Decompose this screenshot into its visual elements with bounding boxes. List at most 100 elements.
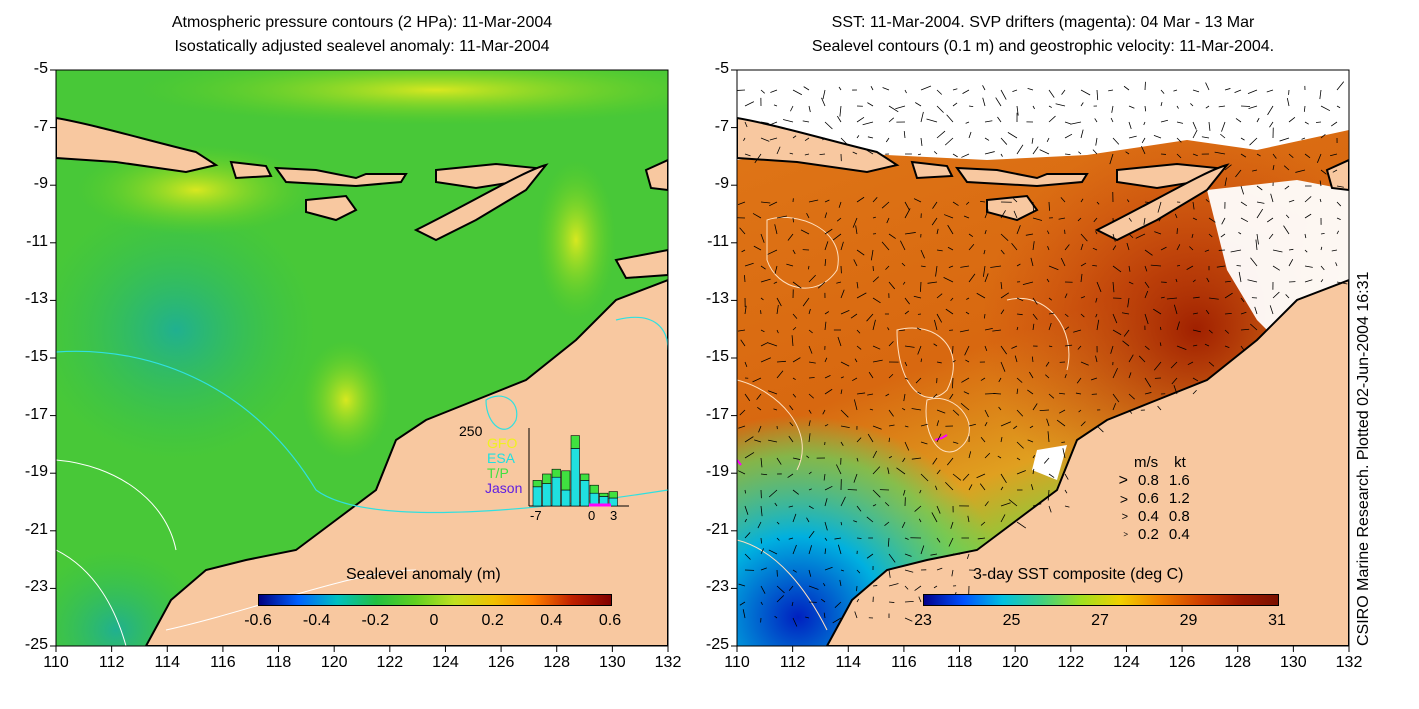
lat-label: -19 bbox=[24, 463, 48, 481]
satellite-count-bar bbox=[561, 470, 571, 491]
left-title-line2: Isostatically adjusted sealevel anomaly:… bbox=[174, 38, 550, 55]
velocity-vector bbox=[808, 377, 815, 379]
velocity-vector bbox=[1144, 201, 1150, 203]
lon-label: 118 bbox=[265, 654, 292, 671]
lat-label: -23 bbox=[24, 578, 48, 596]
sla-colorbar-title: Sealevel anomaly (m) bbox=[346, 566, 501, 583]
velocity-ms: 0.8 bbox=[1138, 472, 1159, 489]
satellite-count-bar bbox=[532, 486, 542, 507]
lat-label: -11 bbox=[707, 232, 729, 250]
lat-label: -9 bbox=[714, 175, 729, 193]
lat-label: -15 bbox=[705, 348, 729, 365]
velocity-kt: 1.6 bbox=[1168, 472, 1190, 489]
colorbar-tick-label: 0.2 bbox=[481, 612, 504, 629]
velocity-legend-row: >0.6 1.2 bbox=[1112, 490, 1190, 508]
lon-label: 126 bbox=[487, 654, 515, 671]
satellite-count-bar bbox=[551, 476, 561, 507]
lat-label: -13 bbox=[705, 290, 729, 308]
satellite-legend-label: ESA bbox=[487, 450, 516, 466]
colorbar-tick-label: -0.2 bbox=[361, 612, 390, 629]
velocity-ms: 0.2 bbox=[1138, 526, 1159, 543]
lat-label: -13 bbox=[24, 290, 48, 308]
velocity-vector bbox=[760, 537, 762, 544]
lat-label: -5 bbox=[33, 60, 48, 77]
velocity-ms: 0.4 bbox=[1138, 508, 1159, 525]
colorbar-tick-label: 0.4 bbox=[540, 612, 563, 629]
positive-anomaly-region bbox=[301, 340, 391, 460]
arrow-glyph-icon: > bbox=[1118, 472, 1128, 489]
velocity-unit-ms: m/s bbox=[1134, 454, 1159, 471]
lat-label: -9 bbox=[33, 175, 48, 193]
lat-label: -25 bbox=[705, 636, 729, 653]
right-title-line1: SST: 11-Mar-2004. SVP drifters (magenta)… bbox=[831, 14, 1255, 31]
lon-label: 128 bbox=[543, 654, 571, 671]
lon-label: 132 bbox=[1335, 654, 1363, 671]
lon-label: 124 bbox=[1113, 654, 1140, 671]
lon-label: 122 bbox=[376, 654, 404, 671]
satellite-x-tick: -7 bbox=[530, 508, 542, 523]
colorbar-tick-label: 29 bbox=[1179, 612, 1198, 629]
lat-label: -17 bbox=[24, 405, 48, 423]
velocity-legend-row: >0.4 0.8 bbox=[1112, 508, 1190, 526]
arrow-glyph-icon: > bbox=[1123, 530, 1128, 539]
lat-label: -21 bbox=[24, 520, 48, 538]
satellite-count-bar bbox=[542, 473, 552, 484]
satellite-legend-label: Jason bbox=[485, 480, 523, 496]
lon-label: 120 bbox=[1001, 654, 1029, 671]
velocity-kt: 0.8 bbox=[1168, 508, 1190, 525]
colorbar-tick-label: -0.6 bbox=[244, 612, 272, 629]
lon-label: 114 bbox=[835, 654, 862, 671]
lon-label: 124 bbox=[432, 654, 459, 671]
velocity-scale-legend: m/s kt >0.8 1.6 >0.6 1.2 >0.4 0.8 >0.2 0.4 bbox=[1112, 454, 1190, 544]
satellite-count-bar bbox=[532, 480, 542, 488]
lon-label: 120 bbox=[320, 654, 348, 671]
satellite-count-bar bbox=[570, 435, 580, 449]
lon-label: 112 bbox=[779, 654, 806, 671]
lat-label: -15 bbox=[24, 348, 48, 365]
lon-label: 132 bbox=[654, 654, 682, 671]
satellite-x-tick: 0 bbox=[588, 508, 596, 523]
colorbar-tick-label: 27 bbox=[1091, 612, 1109, 629]
velocity-legend-row: >0.2 0.4 bbox=[1112, 526, 1190, 544]
satellite-count-bar bbox=[580, 480, 590, 507]
lat-label: -19 bbox=[705, 463, 729, 481]
left-title-line1: Atmospheric pressure contours (2 HPa): 1… bbox=[171, 14, 553, 31]
lon-label: 112 bbox=[98, 654, 125, 671]
lat-label: -25 bbox=[24, 636, 48, 653]
sst-map-svg bbox=[737, 70, 1349, 646]
lat-label: -11 bbox=[26, 232, 48, 250]
satellite-count-bar bbox=[570, 448, 580, 507]
satellite-count-bar bbox=[589, 484, 599, 494]
satellite-count-bar bbox=[599, 492, 609, 497]
lat-label: -7 bbox=[714, 117, 729, 135]
lon-label: 110 bbox=[724, 654, 750, 671]
velocity-kt: 1.2 bbox=[1168, 490, 1190, 507]
velocity-legend-row: >0.8 1.6 bbox=[1112, 472, 1190, 490]
inset-ytick: 250 bbox=[459, 423, 483, 439]
lon-label: 118 bbox=[946, 654, 973, 671]
lat-label: -21 bbox=[705, 520, 729, 538]
velocity-kt: 0.4 bbox=[1168, 526, 1190, 543]
lon-label: 130 bbox=[599, 654, 626, 671]
lon-label: 116 bbox=[210, 654, 236, 671]
lat-label: -7 bbox=[33, 117, 48, 135]
sealevel-anomaly-map bbox=[56, 70, 668, 646]
satellite-x-tick: 3 bbox=[610, 508, 618, 523]
velocity-vector bbox=[856, 537, 862, 539]
colorbar-tick-label: 25 bbox=[1002, 612, 1021, 629]
lat-label: -5 bbox=[714, 60, 729, 77]
colorbar-tick-label: 31 bbox=[1268, 612, 1286, 629]
arrow-glyph-icon: > bbox=[1119, 491, 1128, 507]
plot-credit: CSIRO Marine Research. Plotted 02-Jun-20… bbox=[1355, 271, 1372, 646]
velocity-vector bbox=[920, 281, 922, 292]
sla-colorbar bbox=[258, 594, 612, 606]
lon-label: 116 bbox=[891, 654, 917, 671]
satellite-count-bar bbox=[542, 483, 552, 507]
velocity-vector bbox=[888, 601, 895, 603]
satellite-legend-label: GFO bbox=[487, 435, 518, 451]
colorbar-tick-label: 23 bbox=[914, 612, 932, 629]
satellite-count-bar bbox=[561, 489, 571, 507]
lon-label: 114 bbox=[154, 654, 181, 671]
lon-label: 126 bbox=[1168, 654, 1196, 671]
lon-label: 122 bbox=[1057, 654, 1085, 671]
